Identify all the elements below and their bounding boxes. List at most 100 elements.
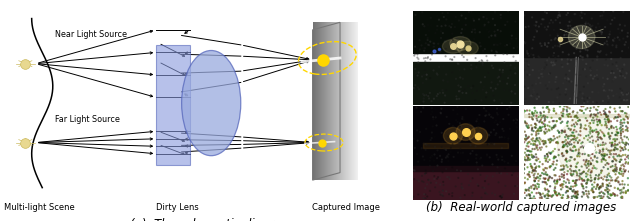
Point bbox=[615, 23, 625, 27]
Point bbox=[527, 133, 537, 136]
Point bbox=[510, 20, 520, 23]
Point bbox=[550, 187, 560, 190]
Point bbox=[524, 173, 534, 177]
Point bbox=[572, 162, 582, 166]
Point bbox=[564, 115, 574, 118]
Point bbox=[572, 136, 582, 139]
Point bbox=[424, 29, 434, 32]
Point bbox=[562, 113, 572, 116]
Point bbox=[607, 143, 617, 147]
Point bbox=[490, 34, 500, 38]
Point bbox=[529, 169, 540, 173]
Point bbox=[564, 98, 574, 102]
Point bbox=[427, 110, 437, 113]
Point bbox=[597, 130, 607, 134]
Point bbox=[618, 179, 628, 183]
Point bbox=[555, 105, 565, 108]
Point bbox=[502, 64, 512, 68]
Point bbox=[602, 178, 612, 182]
Point bbox=[566, 58, 576, 62]
Point bbox=[425, 164, 435, 168]
Point bbox=[575, 74, 586, 78]
Point bbox=[567, 189, 577, 192]
Point bbox=[579, 170, 589, 173]
Point bbox=[544, 109, 554, 112]
Point bbox=[623, 121, 633, 125]
Point bbox=[605, 134, 616, 138]
Point bbox=[420, 172, 430, 175]
Point bbox=[599, 133, 609, 137]
Point bbox=[422, 36, 433, 40]
Point bbox=[620, 170, 630, 173]
Point bbox=[433, 164, 443, 167]
Point bbox=[537, 72, 547, 76]
Point bbox=[461, 17, 471, 20]
Point bbox=[495, 154, 506, 157]
Point bbox=[582, 100, 593, 104]
Point bbox=[531, 24, 541, 27]
Point bbox=[521, 133, 531, 137]
Point bbox=[566, 197, 577, 200]
Point bbox=[467, 194, 477, 198]
Point bbox=[494, 75, 504, 78]
Point bbox=[524, 63, 534, 67]
Point bbox=[417, 75, 427, 78]
Point bbox=[499, 136, 509, 139]
Point bbox=[586, 169, 596, 173]
Point bbox=[607, 80, 618, 83]
Point bbox=[576, 124, 586, 128]
Point bbox=[588, 158, 598, 162]
Point bbox=[436, 25, 447, 28]
Point bbox=[524, 145, 534, 148]
Point bbox=[479, 15, 489, 19]
Point bbox=[528, 118, 538, 121]
Point bbox=[568, 137, 578, 141]
Point bbox=[573, 151, 584, 154]
Point bbox=[603, 167, 613, 171]
Point bbox=[511, 126, 522, 129]
Point bbox=[467, 191, 477, 194]
Point bbox=[492, 153, 502, 157]
Point bbox=[548, 107, 559, 110]
Point bbox=[577, 141, 588, 144]
Point bbox=[530, 109, 540, 113]
Point bbox=[414, 180, 424, 183]
Point bbox=[595, 119, 605, 122]
Point bbox=[522, 194, 532, 197]
Point bbox=[418, 106, 428, 109]
Point bbox=[563, 145, 573, 148]
Point bbox=[415, 130, 425, 134]
Point bbox=[584, 147, 594, 151]
Point bbox=[575, 126, 586, 130]
Point bbox=[556, 164, 566, 168]
Point bbox=[549, 109, 559, 113]
Point bbox=[545, 21, 555, 25]
Point bbox=[528, 183, 538, 187]
Point bbox=[435, 183, 445, 186]
Point bbox=[442, 120, 452, 124]
Point bbox=[568, 137, 579, 141]
Point bbox=[552, 96, 563, 99]
Point bbox=[591, 128, 601, 131]
Point bbox=[613, 187, 623, 191]
Point bbox=[592, 156, 602, 160]
Point bbox=[509, 192, 519, 196]
Point bbox=[524, 10, 534, 13]
Point bbox=[529, 111, 540, 115]
Point bbox=[484, 36, 494, 39]
Point bbox=[425, 40, 435, 44]
Point bbox=[440, 94, 450, 97]
Point bbox=[522, 122, 532, 125]
Point bbox=[588, 141, 598, 145]
Point bbox=[438, 189, 448, 192]
Point bbox=[456, 31, 467, 35]
Point bbox=[619, 63, 629, 66]
Point bbox=[465, 152, 476, 155]
Point bbox=[534, 25, 544, 28]
Point bbox=[428, 166, 438, 169]
Point bbox=[557, 184, 567, 187]
Point bbox=[620, 43, 630, 46]
Point bbox=[538, 106, 548, 109]
Point bbox=[600, 63, 610, 67]
Point bbox=[621, 142, 632, 145]
